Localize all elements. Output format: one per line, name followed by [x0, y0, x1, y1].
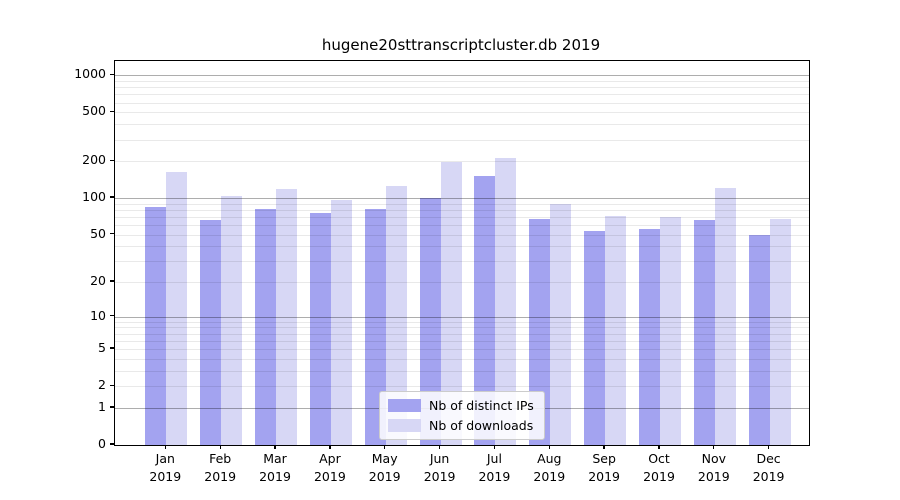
legend-swatch-icon — [388, 419, 421, 432]
y-tick-mark — [110, 159, 114, 161]
legend-item-ips: Nb of distinct IPs — [388, 398, 534, 413]
gridline-minor — [115, 81, 809, 82]
x-tick-label-jan: Jan 2019 — [149, 451, 182, 484]
bar-downloads-jan — [166, 171, 188, 445]
gridline-minor — [115, 139, 809, 141]
x-tick-label-sep: Sep 2019 — [588, 451, 620, 484]
bar-downloads-oct — [660, 216, 681, 445]
x-tick-mark — [548, 445, 550, 449]
y-tick-label: 50 — [90, 225, 106, 241]
y-tick-mark — [110, 406, 114, 408]
y-tick-label: 2 — [98, 376, 106, 392]
bar-ips-feb — [200, 220, 222, 445]
x-tick-mark — [384, 445, 386, 449]
bar-downloads-may — [385, 186, 407, 445]
y-tick-label: 20 — [90, 272, 106, 288]
bar-downloads-feb — [221, 195, 243, 445]
gridline-minor — [115, 94, 809, 96]
bar-ips-nov — [693, 220, 715, 445]
y-tick-label: 1 — [98, 398, 106, 414]
y-tick-mark — [110, 347, 114, 349]
bar-downloads-dec — [769, 218, 791, 445]
x-tick-label-feb: Feb 2019 — [204, 451, 237, 484]
plot-area: Nb of distinct IPs Nb of downloads — [114, 60, 810, 446]
y-tick-label: 500 — [82, 103, 106, 119]
x-tick-mark — [713, 445, 715, 449]
y-tick-label: 0 — [98, 435, 106, 451]
bar-downloads-aug — [550, 203, 572, 445]
gridline-minor — [115, 102, 809, 104]
x-tick-mark — [658, 445, 660, 449]
bar-ips-jan — [145, 206, 167, 445]
y-tick-mark — [110, 443, 114, 445]
x-tick-label-dec: Dec 2019 — [752, 451, 785, 484]
legend-label: Nb of distinct IPs — [429, 398, 534, 413]
x-tick-label-oct: Oct 2019 — [643, 451, 675, 484]
y-tick-label: 100 — [82, 188, 106, 204]
gridline-minor — [115, 112, 809, 114]
x-tick-mark — [767, 445, 770, 449]
y-tick-mark — [110, 110, 114, 113]
gridline-major — [115, 198, 809, 200]
y-tick-mark — [110, 384, 114, 386]
gridline-minor — [115, 209, 809, 211]
x-tick-label-jul: Jul 2019 — [478, 451, 511, 484]
x-tick-mark — [493, 445, 496, 449]
bar-ips-jul — [474, 176, 496, 445]
bar-downloads-nov — [714, 188, 736, 445]
y-tick-label: 5 — [98, 339, 106, 355]
x-tick-label-may: May 2019 — [368, 451, 401, 484]
bar-ips-aug — [529, 218, 551, 445]
x-tick-label-aug: Aug 2019 — [533, 451, 566, 484]
bar-downloads-sep — [605, 216, 627, 445]
y-tick-mark — [110, 196, 114, 198]
gridline-major — [115, 75, 809, 77]
y-tick-mark — [110, 232, 114, 235]
x-tick-label-mar: Mar 2019 — [259, 451, 291, 484]
x-tick-mark — [274, 445, 276, 449]
legend-swatch-icon — [388, 399, 421, 412]
x-tick-mark — [329, 445, 331, 449]
y-tick-label: 10 — [90, 307, 106, 323]
x-tick-mark — [164, 445, 166, 449]
bar-downloads-apr — [330, 200, 352, 445]
gridline-minor — [115, 203, 809, 205]
bar-ips-jun — [419, 198, 441, 445]
legend-item-downloads: Nb of downloads — [388, 418, 534, 433]
y-tick-mark — [110, 280, 114, 282]
bar-downloads-mar — [276, 189, 297, 445]
chart-title: hugene20sttranscriptcluster.db 2019 — [321, 36, 601, 54]
y-tick-mark — [110, 315, 114, 317]
x-tick-mark — [603, 445, 605, 449]
x-tick-label-apr: Apr 2019 — [313, 451, 346, 484]
gridline-minor — [115, 216, 809, 218]
y-tick-label: 200 — [82, 152, 106, 168]
gridline-minor — [115, 124, 809, 126]
bar-ips-mar — [255, 209, 276, 445]
bar-ips-apr — [309, 213, 331, 445]
y-tick-label: 1000 — [74, 66, 106, 82]
legend-label: Nb of downloads — [429, 418, 534, 433]
x-tick-mark — [219, 445, 221, 449]
x-tick-mark — [438, 445, 441, 449]
bar-downloads-jul — [495, 157, 517, 445]
bar-ips-may — [364, 209, 386, 445]
y-tick-mark — [110, 73, 114, 76]
bar-ips-dec — [748, 234, 770, 445]
bar-ips-oct — [639, 228, 660, 445]
x-tick-label-jun: Jun 2019 — [423, 451, 456, 484]
legend: Nb of distinct IPs Nb of downloads — [379, 391, 545, 440]
x-tick-label-nov: Nov 2019 — [697, 451, 730, 484]
bar-downloads-jun — [440, 161, 462, 445]
bar-ips-sep — [584, 230, 606, 445]
gridline-minor — [115, 161, 809, 163]
gridline-minor — [115, 87, 809, 89]
